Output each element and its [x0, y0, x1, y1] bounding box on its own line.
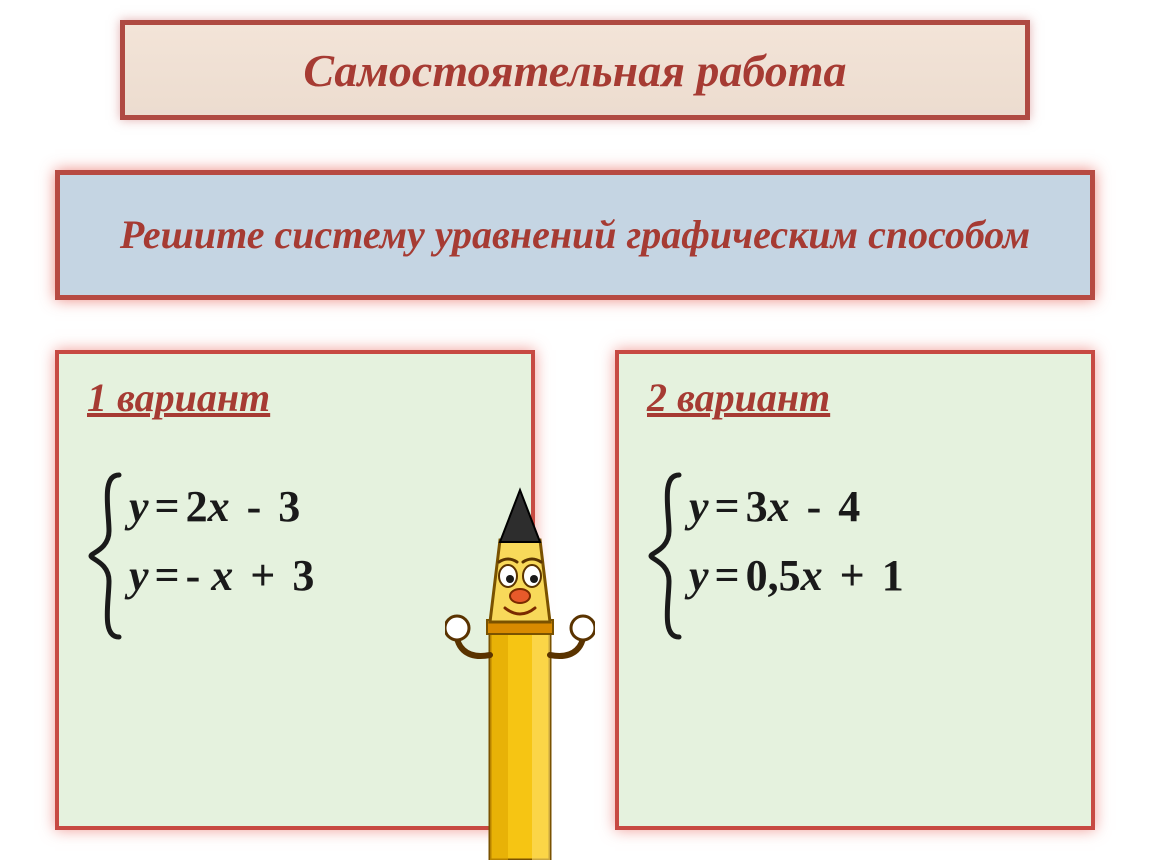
brace-icon	[87, 471, 127, 641]
variant-2-header: 2 вариант	[647, 374, 1063, 421]
task-box: Решите систему уравнений графическим спо…	[55, 170, 1095, 300]
variant-1-system: y=2x - 3 y=- x + 3	[87, 481, 503, 601]
pencil-character-icon	[445, 480, 595, 860]
page-title: Самостоятельная работа	[303, 44, 846, 97]
brace-icon	[647, 471, 687, 641]
variant-2-eq-1: y=3x - 4	[689, 481, 1063, 532]
task-text: Решите систему уравнений графическим спо…	[120, 210, 1030, 260]
variant-2-box: 2 вариант y=3x - 4 y=0,5x + 1	[615, 350, 1095, 830]
variant-2-eq-2: y=0,5x + 1	[689, 550, 1063, 601]
variant-1-header: 1 вариант	[87, 374, 503, 421]
variant-2-system: y=3x - 4 y=0,5x + 1	[647, 481, 1063, 601]
title-box: Самостоятельная работа	[120, 20, 1030, 120]
